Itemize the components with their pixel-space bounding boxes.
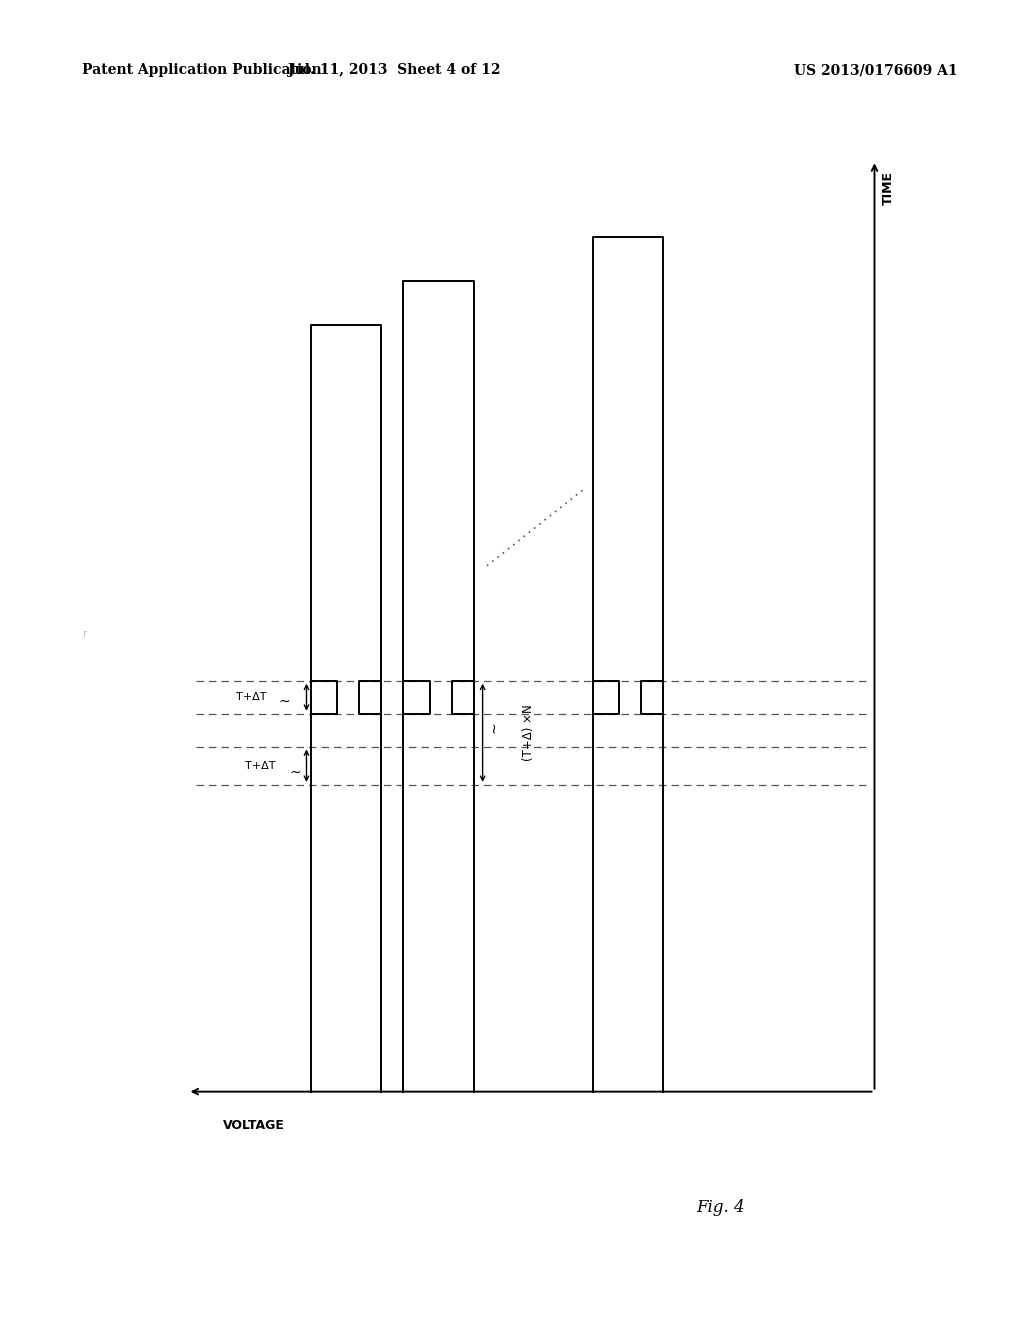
Text: TIME: TIME — [882, 172, 895, 206]
Text: ~: ~ — [289, 766, 301, 779]
Text: Fig. 4: Fig. 4 — [696, 1199, 744, 1216]
Text: VOLTAGE: VOLTAGE — [223, 1119, 285, 1133]
Text: ~: ~ — [487, 722, 501, 733]
Text: US 2013/0176609 A1: US 2013/0176609 A1 — [794, 63, 957, 78]
Text: Patent Application Publication: Patent Application Publication — [82, 63, 322, 78]
Text: T+ΔT: T+ΔT — [237, 692, 267, 702]
Text: ~: ~ — [279, 694, 290, 708]
Text: Jul. 11, 2013  Sheet 4 of 12: Jul. 11, 2013 Sheet 4 of 12 — [288, 63, 501, 78]
Text: (T+Δ) ×N: (T+Δ) ×N — [522, 705, 536, 762]
Text: r: r — [82, 628, 86, 639]
Text: T+ΔT: T+ΔT — [245, 760, 275, 771]
